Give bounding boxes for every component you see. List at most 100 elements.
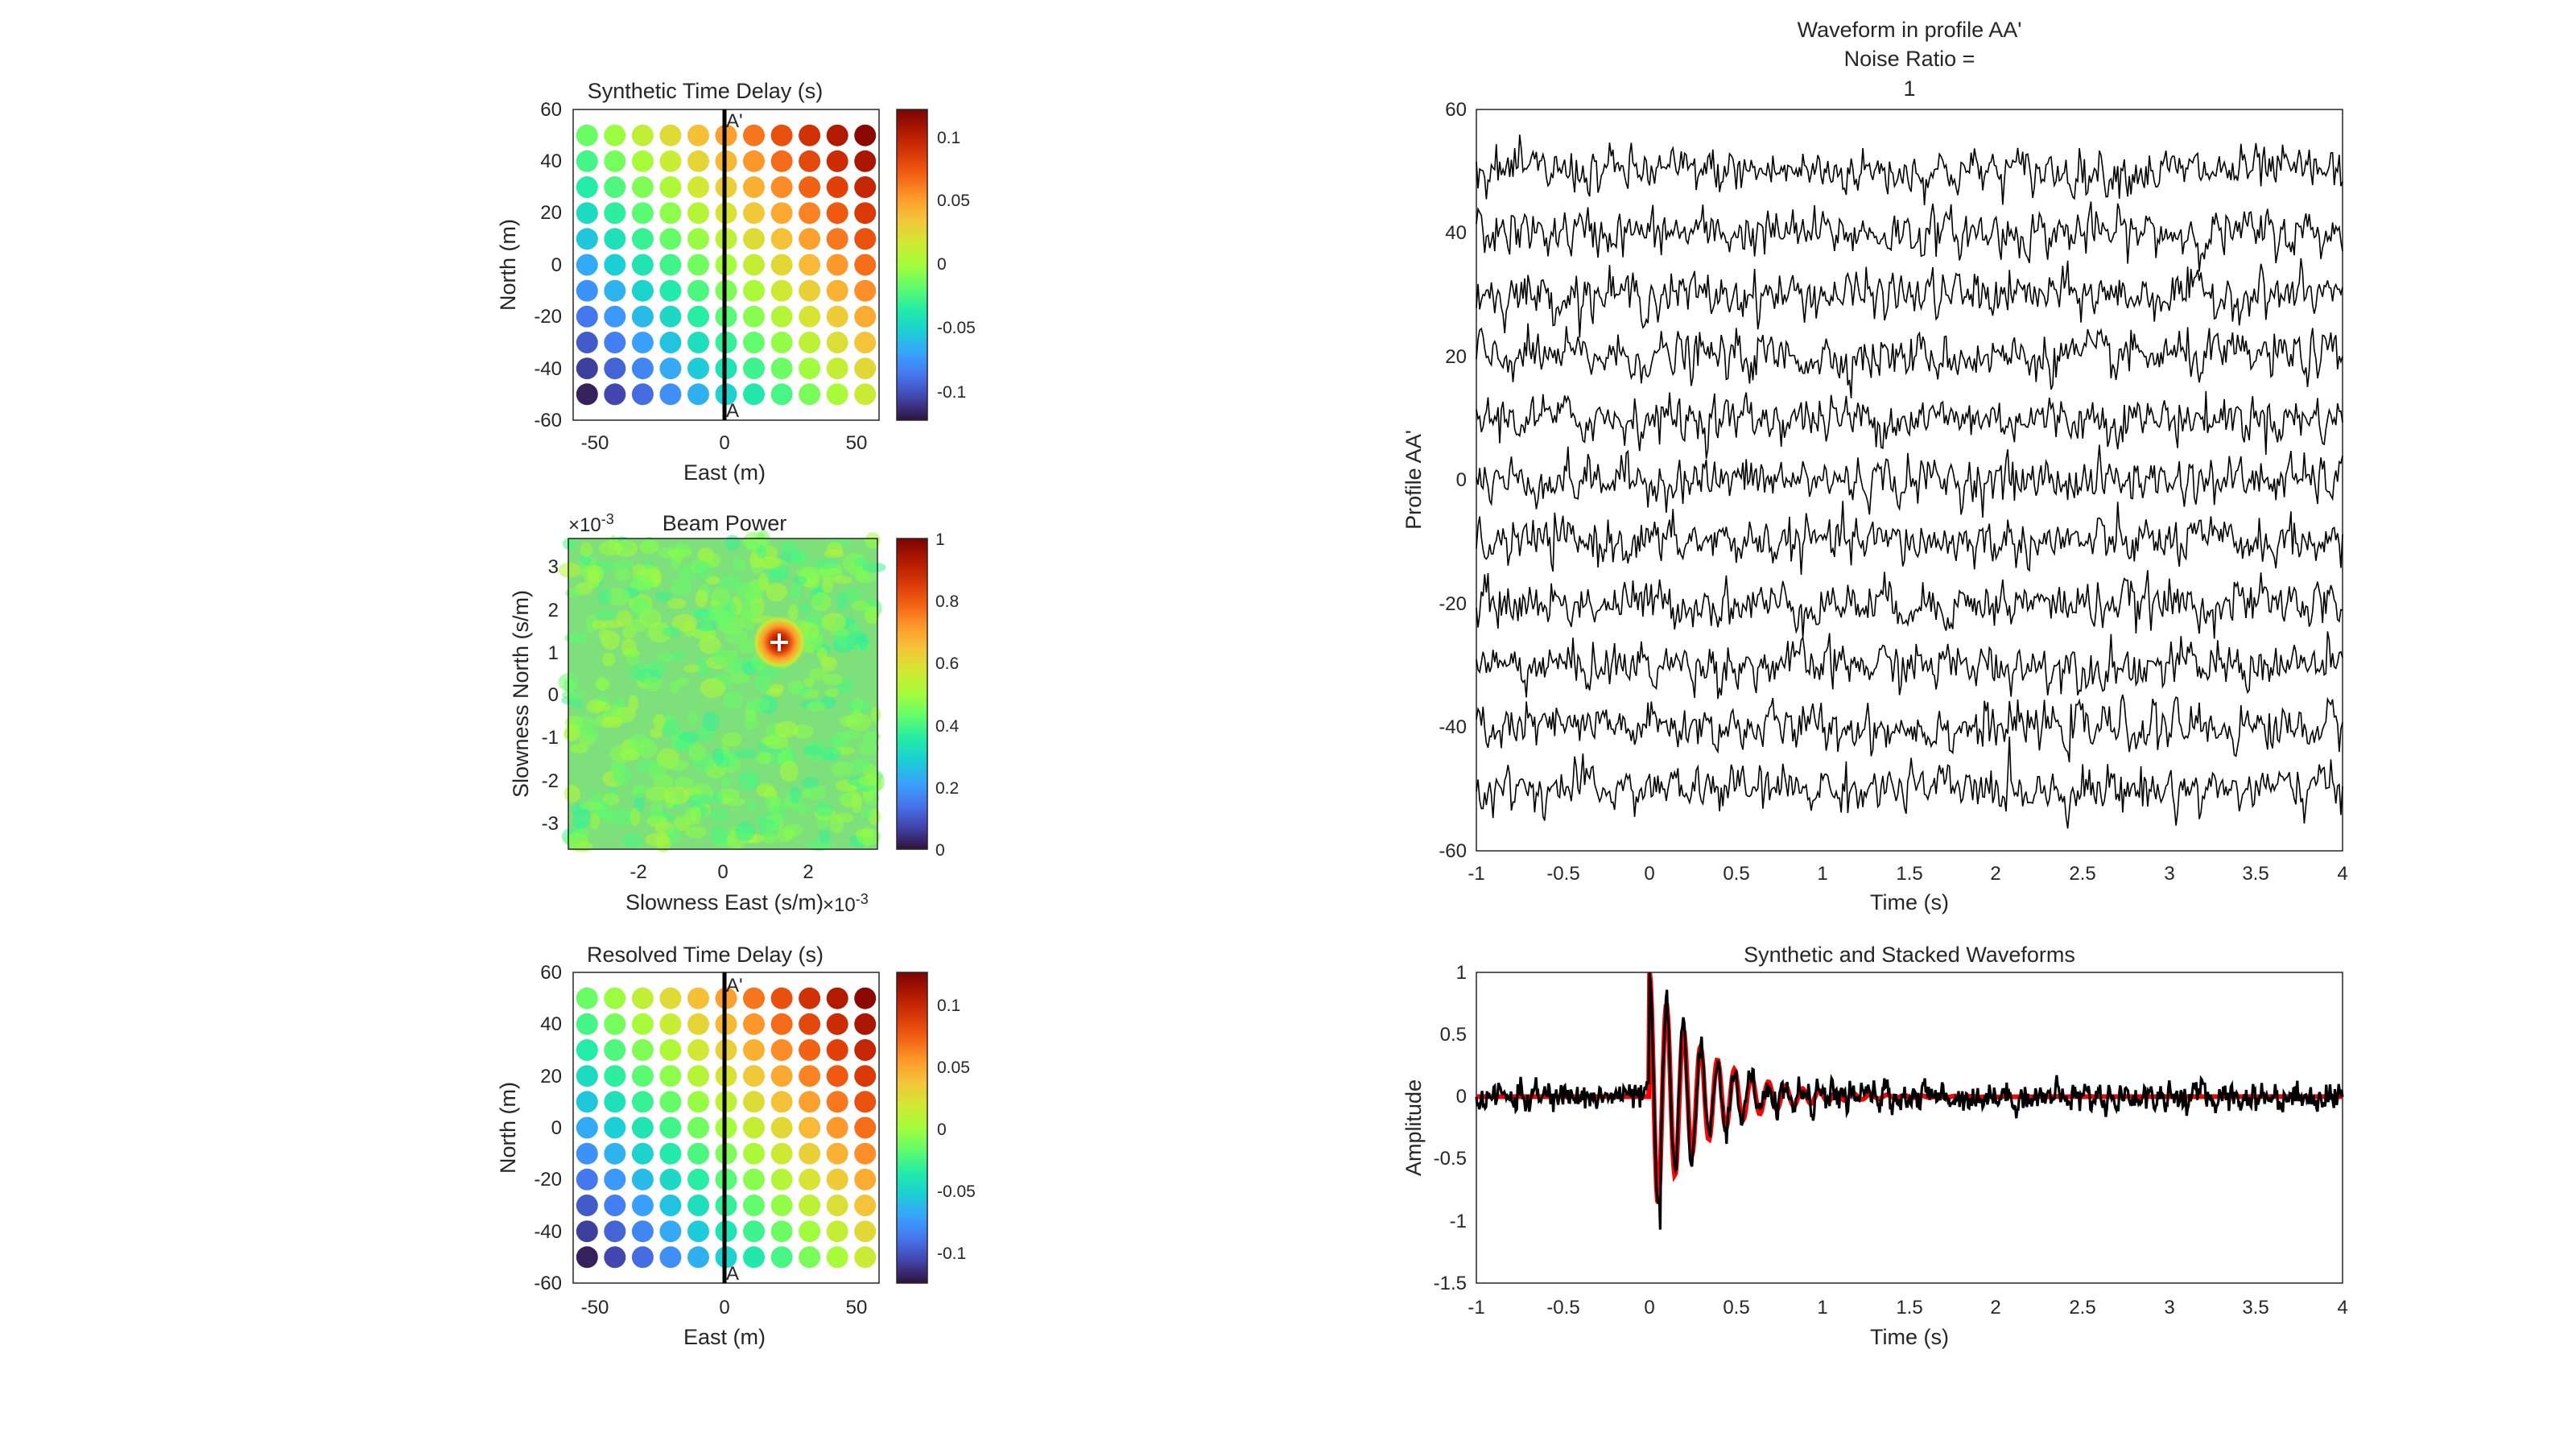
beam-power-cell — [669, 681, 681, 694]
station-dot — [770, 1065, 793, 1087]
x-tick-label: 2 — [1990, 863, 2000, 885]
station-dot — [631, 228, 654, 250]
station-dot — [659, 332, 682, 353]
station-dot — [799, 1168, 821, 1191]
x-tick-label: -0.5 — [1546, 1297, 1579, 1319]
beam-power-cell — [758, 556, 782, 569]
synthetic-delay-ticks: -50 0 50 60 40 20 0 -20 -40 -60 — [534, 99, 867, 454]
resolved-delay-ticks: -50 0 50 60 40 20 0 -20 -40 -60 — [534, 962, 867, 1319]
station-dot — [799, 228, 821, 250]
beam-power-cell — [694, 609, 710, 619]
waveform-trace — [1476, 570, 2343, 639]
beam-power-cell — [858, 775, 881, 786]
station-dot — [604, 1246, 626, 1269]
station-dot — [604, 987, 626, 1009]
station-dot — [687, 987, 709, 1009]
beam-power-cell — [572, 819, 586, 828]
station-dot — [631, 1220, 654, 1243]
station-dot — [631, 1195, 654, 1216]
y-tick-label: -40 — [534, 1221, 562, 1243]
beam-power-colorbar — [896, 538, 928, 850]
station-dot — [854, 150, 877, 172]
beam-power-cell — [803, 677, 815, 688]
beam-power-cell — [687, 711, 700, 724]
station-dot — [687, 332, 709, 353]
station-dot — [631, 1168, 654, 1191]
station-dot — [799, 1065, 821, 1087]
waveform-trace — [1476, 390, 2343, 459]
beam-power-x-exponent: ×10-3 — [823, 891, 869, 916]
beam-power-cell — [848, 623, 861, 632]
beam-power-cell — [851, 600, 869, 612]
waveform-trace — [1476, 134, 2343, 205]
waveform-profile-ylabel: Profile AA' — [1402, 430, 1426, 530]
beam-power-cell — [603, 793, 620, 806]
beam-power-cell — [656, 653, 674, 662]
station-dot — [826, 357, 848, 380]
beam-power-cell — [789, 786, 801, 804]
beam-power-cell — [724, 534, 741, 551]
y-tick-label: 60 — [1445, 99, 1467, 121]
station-dot — [743, 1195, 765, 1216]
beam-power-cell — [864, 789, 880, 807]
station-dot — [604, 1142, 626, 1165]
beam-power-cell — [711, 792, 723, 804]
colorbar-tick-label: 0 — [935, 841, 945, 860]
station-dot — [687, 1195, 709, 1216]
beam-power-cell — [737, 600, 762, 620]
station-dot — [687, 254, 709, 276]
x-tick-label: 50 — [846, 432, 868, 454]
y-tick-label: -40 — [534, 358, 562, 380]
beam-power-cell — [793, 576, 807, 585]
y-tick-label: 3 — [548, 556, 559, 578]
station-dot — [826, 332, 848, 353]
beam-power-cell — [755, 752, 774, 764]
station-dot — [659, 357, 682, 380]
waveform-trace — [1476, 201, 2343, 272]
station-dot — [826, 987, 848, 1009]
station-dot — [576, 332, 598, 353]
beam-power-cell — [671, 613, 697, 632]
y-tick-label: 2 — [548, 600, 559, 621]
beam-power-cell — [801, 777, 819, 789]
waveform-trace — [1476, 444, 2343, 518]
beam-power-cell — [679, 731, 701, 742]
station-dot — [659, 383, 682, 406]
colorbar-tick-label: 0.1 — [937, 129, 960, 147]
station-dot — [604, 1168, 626, 1191]
beam-power-cell — [862, 562, 886, 573]
beam-power-cell — [787, 604, 799, 621]
beam-power-cell — [729, 671, 750, 684]
y-tick-label: -60 — [1439, 840, 1467, 862]
beam-power-axes — [568, 538, 878, 850]
y-tick-label: 60 — [540, 99, 562, 121]
y-tick-label: -60 — [534, 1273, 562, 1294]
colorbar-tick-label: 0 — [937, 255, 947, 274]
synthetic-profile-label-bottom: A — [726, 400, 739, 422]
beam-power-cell — [743, 774, 758, 785]
station-dot — [854, 1013, 877, 1035]
x-tick-label: 3 — [2164, 1297, 2174, 1319]
beam-power-cell — [597, 675, 608, 691]
beam-power-cell — [594, 609, 618, 619]
station-dot — [631, 124, 654, 147]
station-dot — [799, 1013, 821, 1035]
station-dot — [576, 176, 598, 198]
y-tick-label: 0 — [1456, 469, 1467, 491]
y-tick-label: -1 — [542, 727, 559, 749]
beam-power-cell — [558, 562, 581, 579]
x-tick-label: -2 — [630, 861, 646, 883]
beam-power-cell — [700, 678, 726, 699]
beam-power-cell — [613, 698, 625, 708]
station-dot — [743, 987, 765, 1009]
x-tick-label: 4 — [2337, 863, 2347, 885]
stacked-waveforms-ticks: -1 -0.5 0 0.5 1 1.5 2 2.5 3 3.5 4 1 0.5 … — [1434, 962, 2348, 1319]
beam-power-cell — [821, 613, 846, 632]
beam-power-cell — [587, 564, 604, 584]
x-tick-label: 2 — [803, 861, 813, 883]
station-dot — [604, 150, 626, 172]
station-dot — [743, 1168, 765, 1191]
station-dot — [854, 987, 877, 1009]
station-dot — [826, 254, 848, 276]
beam-power-colorbar-ticks: 1 0.8 0.6 0.4 0.2 0 — [935, 530, 960, 860]
